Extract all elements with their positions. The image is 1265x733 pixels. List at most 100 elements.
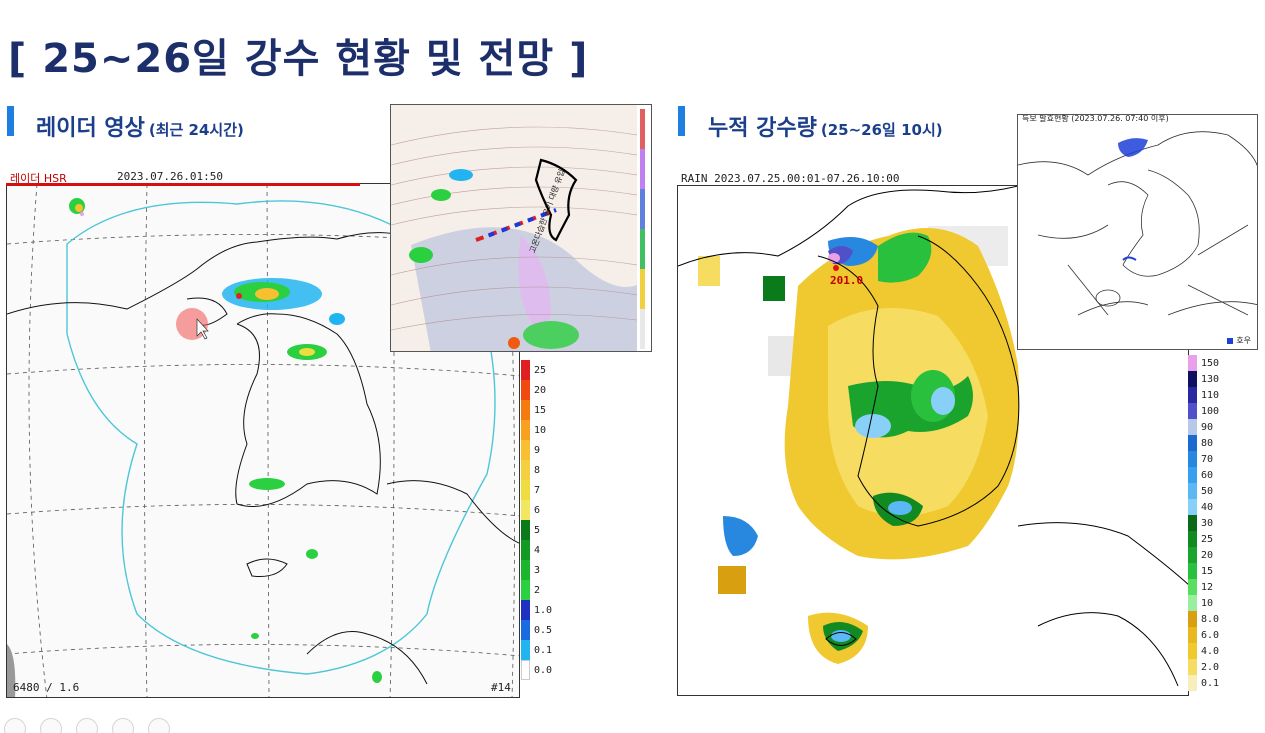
radar-header-label: 레이더 HSR [10,172,67,185]
radar-legend-swatch [521,660,530,680]
rainfall-legend-swatch [1188,659,1197,675]
radar-legend-label: 7 [534,484,541,496]
radar-legend-swatch [521,480,530,500]
rainfall-legend-swatch [1188,643,1197,659]
rainfall-legend-label: 40 [1201,501,1214,513]
rainfall-legend-swatch [1188,467,1197,483]
rainfall-legend-swatch [1188,611,1197,627]
weather-chart-inset: 고온다습한 공기 대량 유입 [390,104,652,352]
rainfall-legend-label: 2.0 [1201,661,1220,673]
rainfall-legend-row: 15 [1188,563,1219,579]
land-patch [7,644,16,697]
zoom-icon[interactable] [112,718,134,733]
rainfall-legend-row: 6.0 [1188,627,1219,643]
rainfall-legend-swatch [1188,419,1197,435]
more-icon[interactable] [148,718,170,733]
radar-legend-row: 20 [521,380,552,400]
left-section-title: 레이더 영상 [36,116,145,141]
radar-legend-swatch [521,400,530,420]
prev-slide-icon[interactable] [4,718,26,733]
rainfall-legend-swatch [1188,515,1197,531]
radar-legend-swatch [521,620,530,640]
radar-echoes [69,198,382,683]
rainfall-legend-label: 90 [1201,421,1214,433]
rainfall-legend-label: 0.1 [1201,677,1220,689]
radar-legend: 25 20 15 10 9 8 7 6 5 4 3 2 1.0 0.5 0.1 0.0 [521,360,552,680]
radar-legend-swatch [521,640,530,660]
rainfall-header: RAIN 2023.07.25.00:01-07.26.10:00 [681,172,900,185]
warning-inset-legend: 호우 [1227,335,1251,346]
slide-title: [ 25~26일 강수 현황 및 전망 ] [8,36,589,82]
radar-legend-swatch [521,500,530,520]
radar-legend-row: 5 [521,520,552,540]
radar-legend-label: 25 [534,364,547,376]
rainfall-legend-label: 80 [1201,437,1214,449]
radar-legend-swatch [521,600,530,620]
rainfall-legend-swatch [1188,451,1197,467]
rainfall-legend-swatch [1188,531,1197,547]
right-section-title: 누적 강수량 [708,116,817,141]
coastlines [7,232,519,685]
radar-legend-swatch [521,580,530,600]
rainfall-legend-label: 100 [1201,405,1220,417]
radar-legend-row: 0.5 [521,620,552,640]
radar-legend-row: 0.0 [521,660,552,680]
left-section-subtitle: (최근 24시간) [148,121,244,139]
radar-footer-ratio: 0 / 1.6 [32,681,80,694]
warning-inset-title: 특보 발효현황 (2023.07.26. 07:40 이후) [1022,114,1169,123]
rainfall-legend-label: 130 [1201,373,1220,385]
rainfall-legend-swatch [1188,675,1197,691]
radar-legend-row: 2 [521,580,552,600]
radar-legend-row: 10 [521,420,552,440]
radar-legend-row: 25 [521,360,552,380]
radar-legend-row: 8 [521,460,552,480]
radar-legend-label: 6 [534,504,541,516]
radar-map-graphic [7,184,519,697]
radar-legend-label: 0.5 [534,624,553,636]
radar-range-outline [66,200,496,675]
radar-legend-swatch [521,360,530,380]
radar-legend-swatch [521,380,530,400]
rainfall-legend-row: 8.0 [1188,611,1219,627]
right-section-header: 누적 강수량 (25~26일 10시) [708,110,943,142]
radar-footer-prefix: 648 [13,681,33,694]
radar-legend-label: 10 [534,424,547,436]
rainfall-legend-swatch [1188,483,1197,499]
rainfall-legend-swatch [1188,499,1197,515]
radar-legend-row: 7 [521,480,552,500]
rainfall-legend-row: 90 [1188,419,1219,435]
rainfall-legend-row: 70 [1188,451,1219,467]
radar-legend-swatch [521,460,530,480]
next-slide-icon[interactable] [40,718,62,733]
rainfall-legend-label: 15 [1201,565,1214,577]
radar-legend-swatch [521,540,530,560]
radar-legend-label: 9 [534,444,541,456]
max-value-label: 201.0 [830,274,864,287]
rainfall-legend-label: 20 [1201,549,1214,561]
radar-legend-row: 4 [521,540,552,560]
rainfall-coastlines [678,186,1188,687]
radar-legend-label: 1.0 [534,604,553,616]
rainfall-legend-swatch [1188,563,1197,579]
radar-legend-swatch [521,420,530,440]
pen-icon[interactable] [76,718,98,733]
radar-legend-row: 9 [521,440,552,460]
rainfall-legend-label: 110 [1201,389,1220,401]
left-section-marker [7,106,14,136]
rainfall-map-graphic [678,186,1188,695]
radar-legend-swatch [521,520,530,540]
max-point-marker [833,265,839,271]
rainfall-legend-row: 25 [1188,531,1219,547]
inset-pointer-dot [508,337,520,349]
radar-legend-row: 6 [521,500,552,520]
rainfall-legend-row: 80 [1188,435,1219,451]
rainfall-legend-row: 50 [1188,483,1219,499]
rainfall-legend-label: 150 [1201,357,1220,369]
rainfall-legend-row: 100 [1188,403,1219,419]
rainfall-legend-label: 30 [1201,517,1214,529]
radar-legend-label: 20 [534,384,547,396]
rainfall-legend-swatch [1188,387,1197,403]
radar-legend-label: 8 [534,464,541,476]
rainfall-legend-label: 50 [1201,485,1214,497]
